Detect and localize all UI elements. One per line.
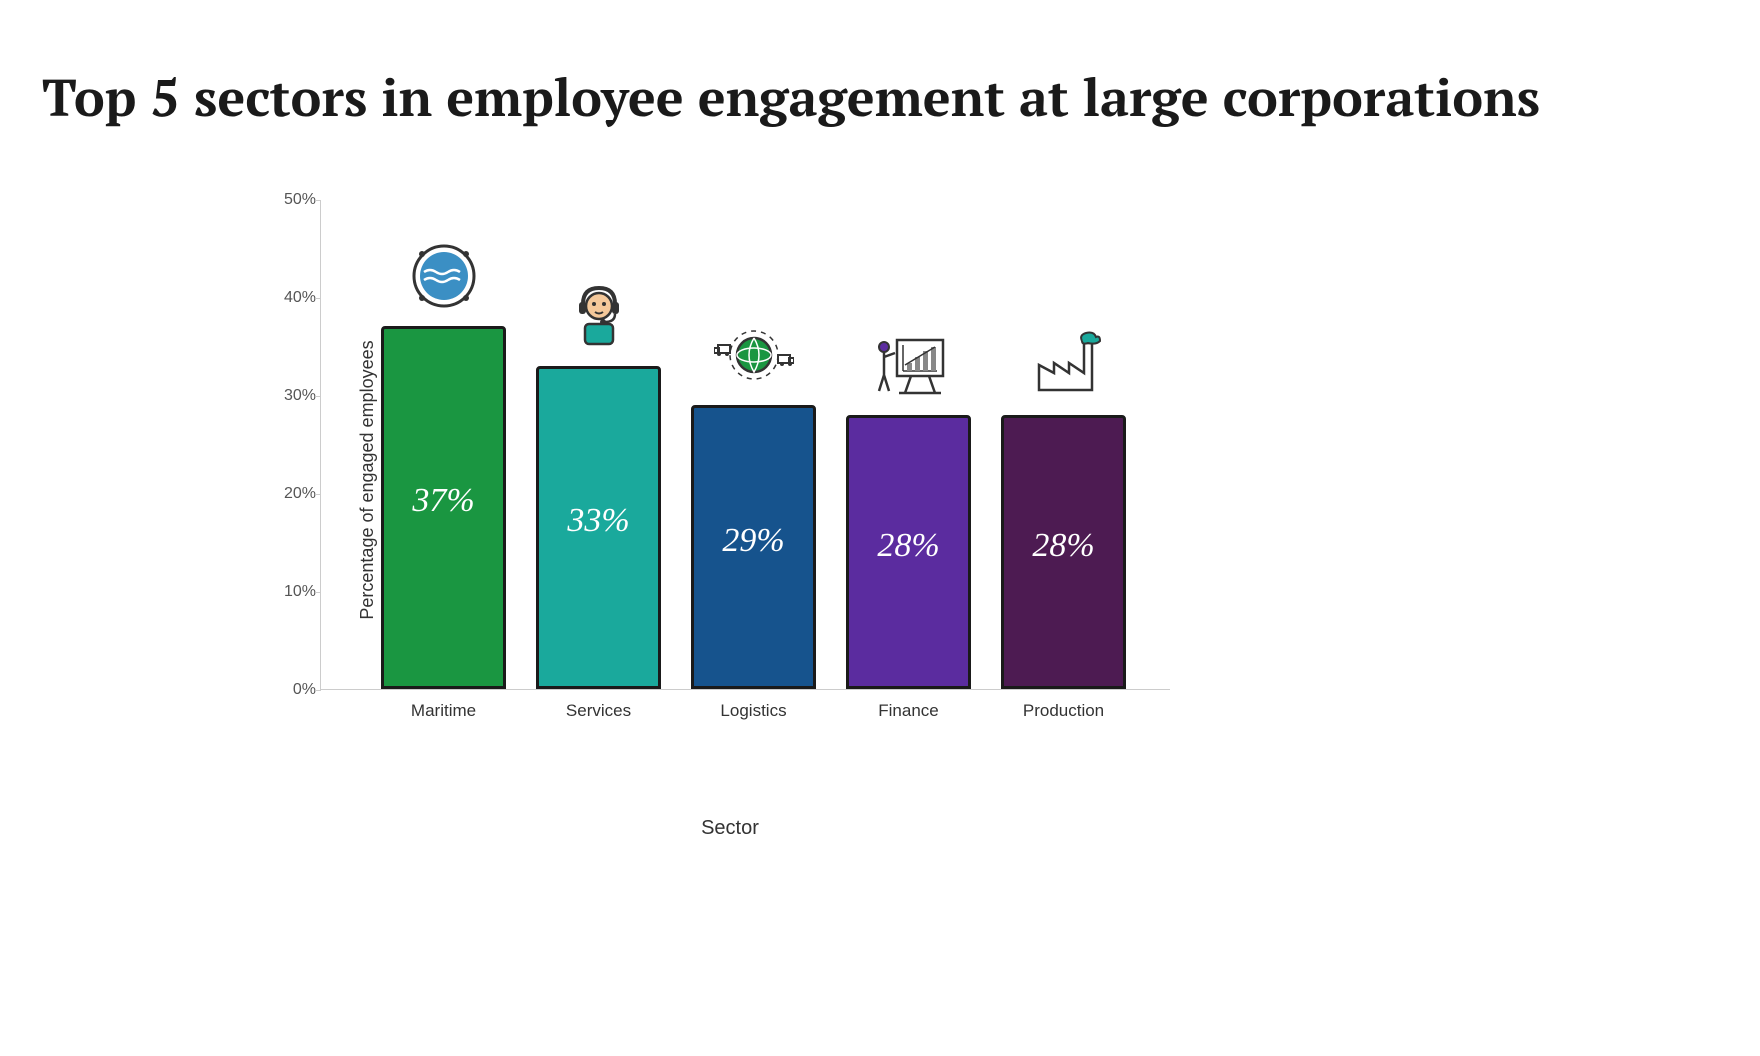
bar-body: 28%	[1001, 415, 1126, 689]
bar-body: 29%	[691, 405, 816, 689]
y-tick-mark	[315, 592, 321, 593]
bar: 28%Production	[1001, 415, 1126, 689]
y-tick-label: 0%	[271, 681, 316, 699]
bar-category-label: Logistics	[720, 701, 786, 721]
y-tick-mark	[315, 298, 321, 299]
bar-body: 37%	[381, 326, 506, 689]
bar-value-label: 28%	[877, 527, 939, 565]
plot-area: 0%10%20%30%40%50%37%Maritime33%Services2…	[320, 200, 1170, 690]
y-tick-label: 20%	[271, 485, 316, 503]
y-tick-mark	[315, 396, 321, 397]
chart-title: Top 5 sectors in employee engagement at …	[42, 62, 1540, 131]
chart-area: Percentage of engaged employees Sector 0…	[280, 200, 1180, 760]
maritime-icon	[404, 236, 484, 316]
y-tick-mark	[315, 200, 321, 201]
bar-category-label: Services	[566, 701, 631, 721]
bar-body: 33%	[536, 366, 661, 689]
bar-value-label: 33%	[567, 502, 629, 540]
bar: 29%Logistics	[691, 405, 816, 689]
services-icon	[559, 276, 639, 356]
y-tick-label: 50%	[271, 191, 316, 209]
y-tick-label: 40%	[271, 289, 316, 307]
bar: 37%Maritime	[381, 326, 506, 689]
bar-value-label: 28%	[1032, 527, 1094, 565]
y-tick-mark	[315, 494, 321, 495]
bar-category-label: Production	[1023, 701, 1104, 721]
production-icon	[1024, 325, 1104, 405]
finance-icon	[869, 325, 949, 405]
y-tick-label: 10%	[271, 583, 316, 601]
bar-body: 28%	[846, 415, 971, 689]
x-axis-label: Sector	[701, 817, 759, 840]
y-tick-label: 30%	[271, 387, 316, 405]
bar-category-label: Finance	[878, 701, 938, 721]
bar-value-label: 37%	[412, 482, 474, 520]
bar-category-label: Maritime	[411, 701, 476, 721]
y-tick-mark	[315, 690, 321, 691]
bar: 28%Finance	[846, 415, 971, 689]
bar-value-label: 29%	[722, 522, 784, 560]
bar: 33%Services	[536, 366, 661, 689]
logistics-icon	[714, 315, 794, 395]
